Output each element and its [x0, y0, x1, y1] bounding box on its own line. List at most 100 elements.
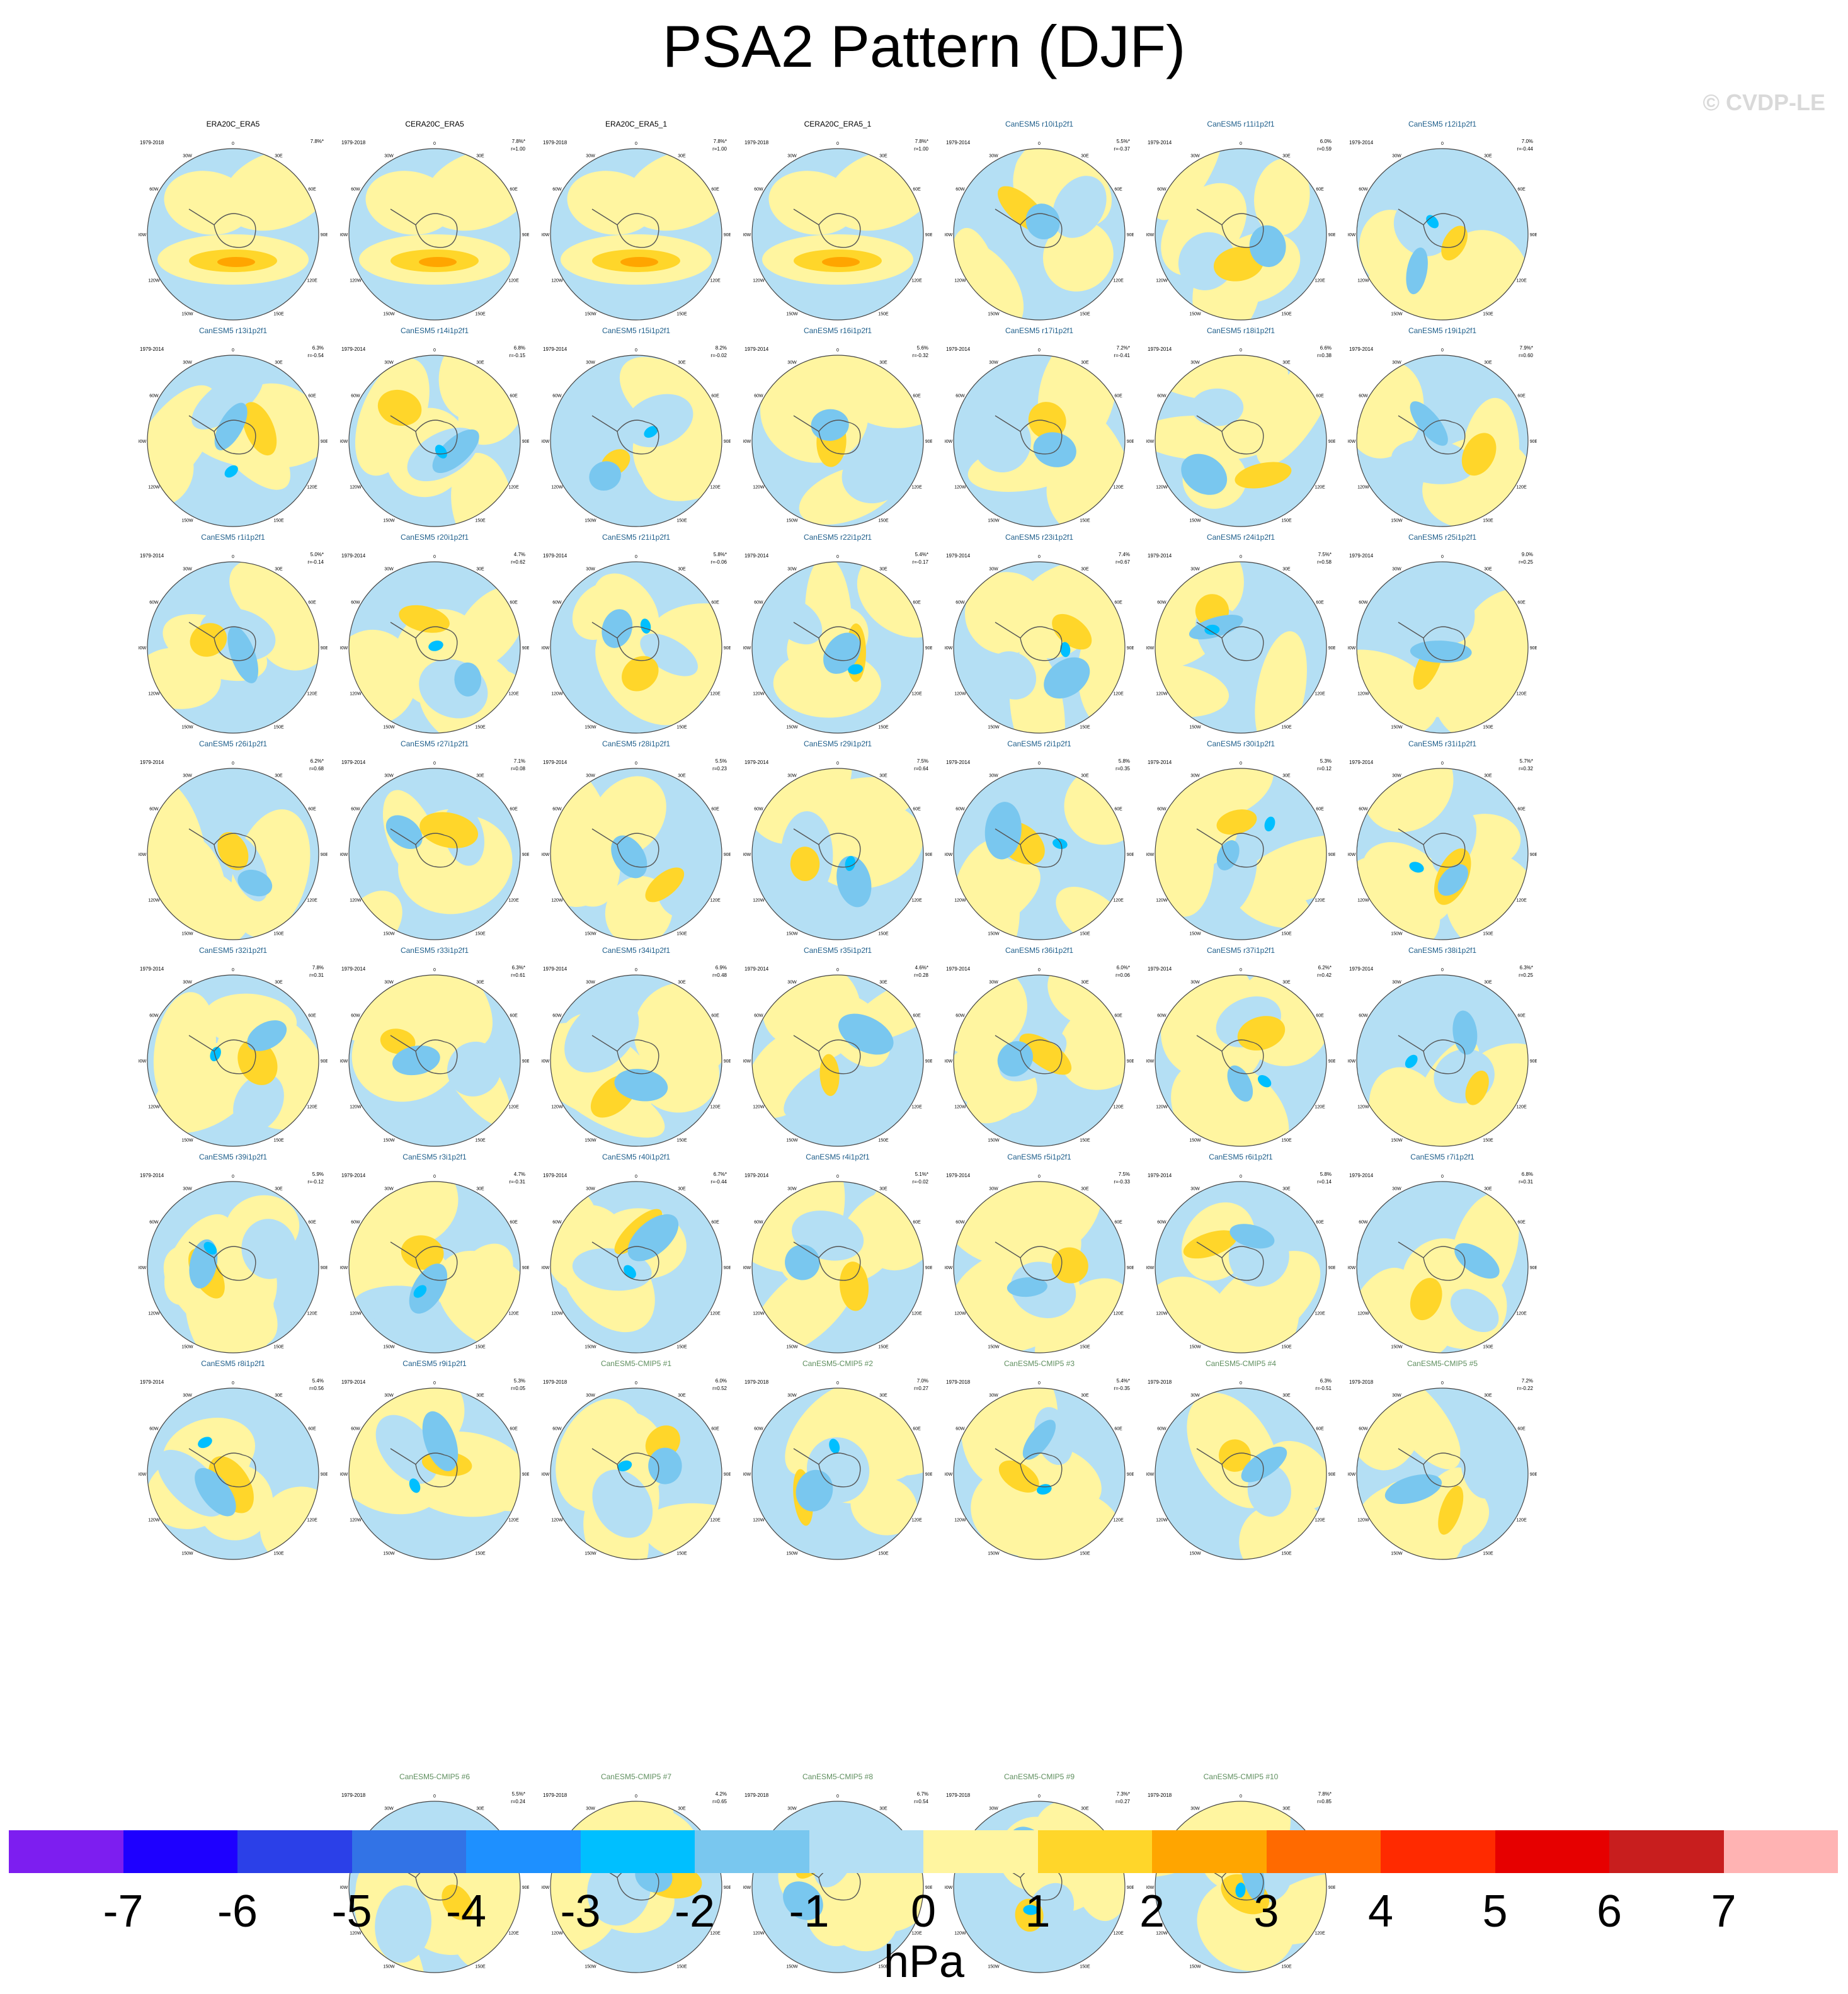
panel-pattern-correlation: r=0.65: [712, 1799, 727, 1804]
longitude-label: 90E: [925, 853, 932, 857]
map-boundary: [751, 561, 924, 734]
longitude-label: 60E: [913, 807, 921, 812]
panel-period: 1979-2014: [1349, 760, 1374, 765]
longitude-label: 60E: [913, 1014, 921, 1018]
polar-stereographic-map: 030E60E90E120E150E180150W120W90W60W30W: [945, 348, 1134, 527]
longitude-label: 90W: [945, 1473, 953, 1477]
anomaly-contour: [972, 409, 1032, 473]
colorbar-tick-label: 3: [1253, 1886, 1279, 1937]
panel-pattern-correlation: r=-0.41: [1114, 353, 1130, 358]
anomaly-contour: [640, 633, 698, 676]
longitude-label: 150E: [1483, 519, 1493, 523]
longitude-label: 0: [1038, 761, 1041, 766]
longitude-label: 0: [1240, 348, 1242, 353]
longitude-label: 90W: [340, 233, 348, 237]
longitude-label: 60W: [955, 394, 965, 399]
longitude-label: 120W: [1156, 692, 1168, 697]
panel-variance-explained: 7.2%*: [1116, 345, 1130, 351]
longitude-label: 60E: [308, 394, 316, 399]
longitude-label: 60E: [1316, 1427, 1324, 1432]
anomaly-contour: [984, 802, 1022, 860]
longitude-label: 0: [232, 1175, 234, 1179]
panel-title: CanESM5 r2i1p2f1: [1007, 739, 1071, 748]
panel-title: CanESM5 r30i1p2f1: [1206, 739, 1275, 748]
anomaly-contour: [785, 1388, 867, 1476]
longitude-label: 30W: [586, 980, 595, 984]
polar-stereographic-map: 030E60E90E120E150E180150W120W90W60W30W: [139, 1175, 328, 1353]
longitude-label: 60E: [1114, 188, 1122, 192]
panel-pattern-correlation: r=0.05: [511, 1386, 525, 1391]
coastline-antarctica: [591, 828, 659, 868]
longitude-label: 120E: [1315, 486, 1325, 490]
longitude-label: 0: [433, 1175, 436, 1179]
longitude-label: 150E: [1281, 1345, 1292, 1350]
longitude-label: 90W: [542, 853, 550, 857]
longitude-label: 30E: [275, 567, 283, 571]
longitude-label: 150W: [585, 1139, 596, 1143]
longitude-label: 90E: [321, 1059, 328, 1064]
panel-variance-explained: 7.5%: [1118, 1171, 1130, 1177]
longitude-label: 90E: [1127, 1473, 1134, 1477]
longitude-label: 90E: [925, 440, 932, 444]
colorbar-tick-label: 5: [1482, 1886, 1508, 1937]
longitude-label: 150E: [475, 726, 486, 730]
panel-pattern-correlation: r=0.59: [1317, 146, 1332, 152]
panel-period: 1979-2018: [946, 1379, 971, 1385]
anomaly-contour: [1409, 862, 1424, 873]
polar-stereographic-map: 030E60E90E120E150E180150W120W90W60W30W: [743, 142, 932, 321]
panel-period: 1979-2014: [1148, 140, 1172, 145]
colorbar-segment: [923, 1830, 1038, 1873]
longitude-label: 150E: [1080, 1965, 1090, 1969]
panel-title: CanESM5 r27i1p2f1: [400, 739, 469, 748]
panel-period: 1979-2014: [1148, 346, 1172, 352]
map-panel: CanESM5 r17i1p2f1 1979-2014 7.2%* r=-0.41 0 3…: [945, 326, 1134, 529]
longitude-label: 60W: [149, 1014, 159, 1018]
panel-period: 1979-2014: [140, 1173, 164, 1178]
coastline-antarctica: [793, 828, 861, 868]
longitude-label: 60E: [1517, 1221, 1526, 1225]
panel-period: 1979-2018: [946, 1792, 971, 1798]
longitude-label: 120E: [508, 1518, 519, 1523]
panel-period: 1979-2014: [744, 1173, 769, 1178]
panel-variance-explained: 7.3%*: [1116, 1791, 1130, 1797]
longitude-label: 60E: [1517, 1427, 1526, 1432]
panel-period: 1979-2014: [543, 966, 568, 972]
longitude-label: 150W: [585, 519, 596, 523]
longitude-label: 150W: [585, 1345, 596, 1350]
coastline-antarctica: [793, 415, 861, 455]
colorbar-tick-label: 4: [1367, 1886, 1394, 1937]
panel-period: 1979-2014: [341, 553, 366, 559]
panel-variance-explained: 7.8%: [312, 965, 324, 971]
coastline-antarctica: [793, 1448, 861, 1488]
longitude-label: 120E: [710, 1105, 721, 1110]
longitude-label: 150W: [988, 1965, 1000, 1969]
longitude-label: 30E: [476, 1393, 484, 1398]
anomaly-contour: [1438, 1486, 1464, 1535]
coastline-antarctica: [995, 1241, 1063, 1281]
map-boundary: [953, 1387, 1126, 1560]
anomaly-contour: [1033, 432, 1076, 467]
anomaly-contour: [790, 846, 820, 882]
panel-variance-explained: 7.5%: [916, 758, 928, 764]
panel-pattern-correlation: r=0.28: [914, 972, 928, 978]
longitude-label: 90E: [1127, 440, 1134, 444]
longitude-label: 120W: [148, 486, 160, 490]
longitude-label: 150W: [181, 312, 193, 317]
longitude-label: 90E: [522, 440, 529, 444]
panel-pattern-correlation: r=0.31: [309, 972, 324, 978]
longitude-label: 120W: [148, 692, 160, 697]
coastline-antarctica: [390, 415, 458, 455]
longitude-label: 120E: [911, 279, 922, 283]
longitude-label: 90W: [945, 1266, 953, 1270]
longitude-label: 150W: [786, 1139, 798, 1143]
longitude-label: 30E: [1282, 360, 1291, 365]
longitude-label: 120W: [954, 486, 966, 490]
longitude-label: 0: [1240, 968, 1242, 972]
map-panel: CanESM5 r6i1p2f1 1979-2014 5.8% r=0.14 0 30E 6…: [1146, 1153, 1335, 1355]
longitude-label: 30E: [879, 1393, 887, 1398]
longitude-label: 120E: [307, 1105, 317, 1110]
longitude-label: 150W: [1189, 932, 1201, 937]
longitude-label: 30E: [1282, 154, 1291, 158]
coastline-antarctica: [1398, 1448, 1466, 1488]
anomaly-contour: [1186, 768, 1274, 819]
